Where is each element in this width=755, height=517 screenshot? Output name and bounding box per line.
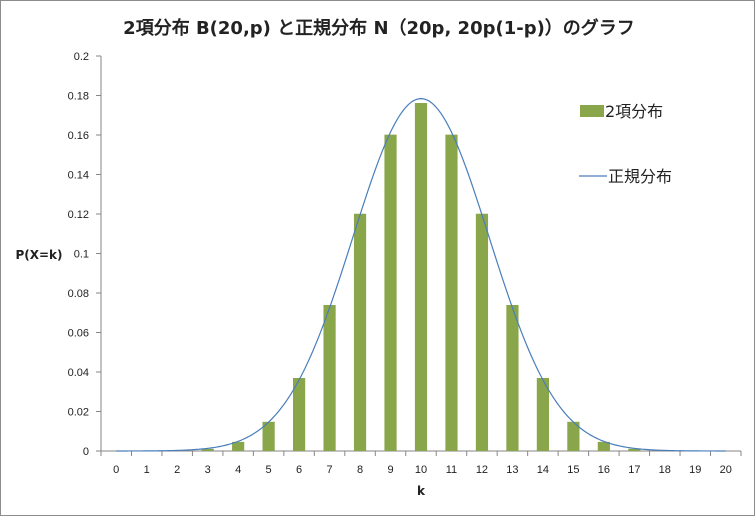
y-axis-ticks: 0 0.02 0.04 0.06 0.08 0.1 0.12 0.14 0.16 0.18 0.2 (68, 51, 101, 458)
legend: 2項分布 正規分布 (579, 102, 672, 186)
y-axis-title: P(X=k) (15, 248, 62, 262)
x-tick-label: 5 (266, 464, 272, 476)
x-tick-label: 3 (205, 464, 211, 476)
bar (537, 378, 549, 451)
x-tick-label: 4 (235, 464, 241, 476)
x-tick-label: 16 (598, 464, 610, 476)
x-tick-label: 14 (537, 464, 549, 476)
bar (384, 135, 396, 451)
y-tick-label: 0.12 (68, 209, 89, 221)
y-tick-label: 0.1 (74, 249, 89, 261)
x-tick-label: 6 (296, 464, 302, 476)
x-tick-label: 10 (415, 464, 427, 476)
chart-title: 2項分布 B(20,p) と正規分布 N（20p, 20p(1-p)）のグラフ (123, 17, 635, 39)
x-tick-label: 11 (446, 464, 457, 476)
y-tick-label: 0.18 (68, 91, 89, 103)
y-tick-label: 0.2 (74, 51, 89, 63)
x-tick-label: 19 (689, 464, 701, 476)
bar (415, 103, 427, 451)
x-tick-label: 17 (628, 464, 640, 476)
x-tick-label: 8 (357, 464, 363, 476)
legend-bar-label: 2項分布 (605, 102, 663, 121)
y-tick-label: 0.08 (68, 288, 89, 300)
x-tick-label: 13 (506, 464, 518, 476)
y-tick-label: 0 (83, 446, 89, 458)
y-tick-label: 0.06 (68, 328, 89, 340)
legend-line-label: 正規分布 (608, 167, 672, 186)
x-tick-label: 20 (720, 464, 732, 476)
bar (506, 305, 518, 451)
x-tick-label: 15 (567, 464, 579, 476)
bar-series (110, 103, 732, 451)
x-tick-label: 18 (659, 464, 671, 476)
bar (476, 214, 488, 451)
y-tick-label: 0.14 (68, 170, 89, 182)
bar (445, 135, 457, 451)
x-tick-label: 12 (476, 464, 488, 476)
y-tick-label: 0.16 (68, 130, 89, 142)
y-tick-label: 0.04 (68, 367, 89, 379)
y-tick-label: 0.02 (68, 407, 89, 419)
bar (354, 214, 366, 451)
x-tick-label: 1 (144, 464, 150, 476)
x-tick-label: 7 (327, 464, 333, 476)
x-tick-label: 2 (174, 464, 180, 476)
bar (293, 378, 305, 451)
x-tick-label: 9 (387, 464, 393, 476)
legend-bar-swatch (580, 105, 604, 117)
x-axis-title: k (417, 484, 426, 498)
x-tick-label: 0 (113, 464, 119, 476)
bar (323, 305, 335, 451)
